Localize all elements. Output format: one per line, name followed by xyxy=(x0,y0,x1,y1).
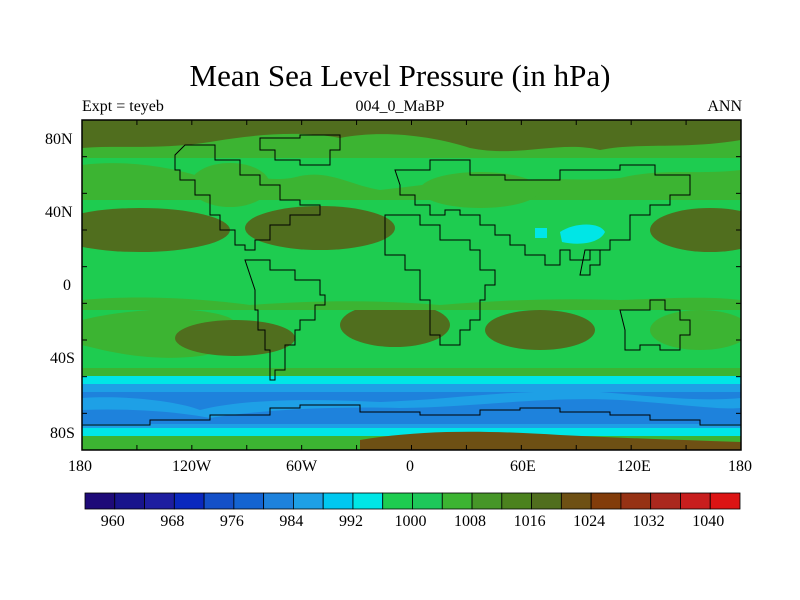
colorbar-label: 1008 xyxy=(454,513,487,530)
colorbar-swatch xyxy=(114,492,145,510)
australia-outline xyxy=(619,299,691,351)
lat-tick-40s: 40S xyxy=(50,350,75,367)
asian-low xyxy=(560,224,605,244)
colorbar-swatch xyxy=(412,492,443,510)
period-label: ANN xyxy=(707,98,742,115)
chart-title: Mean Sea Level Pressure (in hPa) xyxy=(189,58,611,93)
time-label: 004_0_MaBP xyxy=(355,98,445,115)
sh-indian-high xyxy=(485,310,595,350)
africa-outline xyxy=(384,214,496,346)
colorbar-swatch xyxy=(382,492,413,510)
sh-australia-high xyxy=(650,310,741,350)
colorbar-swatch xyxy=(471,492,503,510)
experiment-label: Expt = teyeb xyxy=(82,98,164,115)
colorbar-swatch xyxy=(173,492,205,510)
lon-tick-180e: 180 xyxy=(728,458,752,475)
colorbar-swatch xyxy=(531,492,562,510)
lon-tick-120e: 120E xyxy=(617,458,651,475)
asia-high xyxy=(420,172,540,208)
colorbar-label: 1016 xyxy=(513,513,546,530)
lon-tick-60e: 60E xyxy=(510,458,536,475)
colorbar-label: 1024 xyxy=(573,513,606,530)
colorbar-label: 1032 xyxy=(632,513,665,530)
so-low-core xyxy=(82,399,741,432)
colorbar-swatch xyxy=(144,492,175,510)
colorbar-swatch xyxy=(322,492,354,510)
nh-pacific-high-east xyxy=(650,208,741,252)
antarctic-high xyxy=(360,431,741,450)
colorbar-swatch xyxy=(293,492,324,510)
asian-low-small xyxy=(535,228,547,238)
pressure-field xyxy=(82,120,741,450)
colorbar-swatch xyxy=(233,492,265,510)
colorbar-swatch xyxy=(84,492,116,510)
lon-tick-0: 0 xyxy=(406,458,414,475)
colorbar-swatch xyxy=(560,492,592,510)
colorbar-swatch xyxy=(501,492,532,510)
tick-marks xyxy=(81,119,742,451)
so-band-2 xyxy=(82,376,741,386)
south-america-outline xyxy=(244,259,326,381)
antarctica-outline xyxy=(82,404,741,426)
colorbar-label: 1000 xyxy=(394,513,427,530)
colorbar-swatch xyxy=(590,492,622,510)
colorbar-label: 960 xyxy=(100,513,125,530)
colorbar-label: 984 xyxy=(279,513,304,530)
eurasia-outline xyxy=(394,159,691,266)
colorbar-swatch xyxy=(352,492,384,510)
colorbar-label: 1040 xyxy=(692,513,725,530)
sh-atlantic-high xyxy=(340,303,450,347)
colorbar-swatch xyxy=(650,492,681,510)
coastlines xyxy=(82,134,741,426)
lon-tick-60w: 60W xyxy=(286,458,318,475)
colorbar-swatch xyxy=(620,492,652,510)
lat-tick-80s: 80S xyxy=(50,425,75,442)
nh-pacific-high-west xyxy=(82,208,230,252)
lat-tick-80n: 80N xyxy=(45,131,73,148)
colorbar-label: 968 xyxy=(160,513,185,530)
nh-atlantic-high xyxy=(245,206,395,250)
colorbar-swatch xyxy=(203,492,235,510)
sh-subtropics-band xyxy=(82,297,741,310)
arctic-high-core xyxy=(82,120,741,152)
colorbar-swatch xyxy=(441,492,473,510)
colorbar-swatch xyxy=(709,492,741,510)
colorbar-swatch xyxy=(263,492,294,510)
colorbar-swatch xyxy=(680,492,711,510)
so-band-7 xyxy=(82,428,741,436)
colorbar-label: 992 xyxy=(338,513,363,530)
lat-tick-40n: 40N xyxy=(45,204,73,221)
lat-tick-0: 0 xyxy=(63,277,71,294)
lon-tick-120w: 120W xyxy=(172,458,212,475)
se-asia-outline xyxy=(579,249,601,276)
lon-tick-180w: 180 xyxy=(68,458,92,475)
greenland-outline xyxy=(259,134,341,166)
north-america-outline xyxy=(174,144,321,251)
colorbar-label: 976 xyxy=(219,513,244,530)
